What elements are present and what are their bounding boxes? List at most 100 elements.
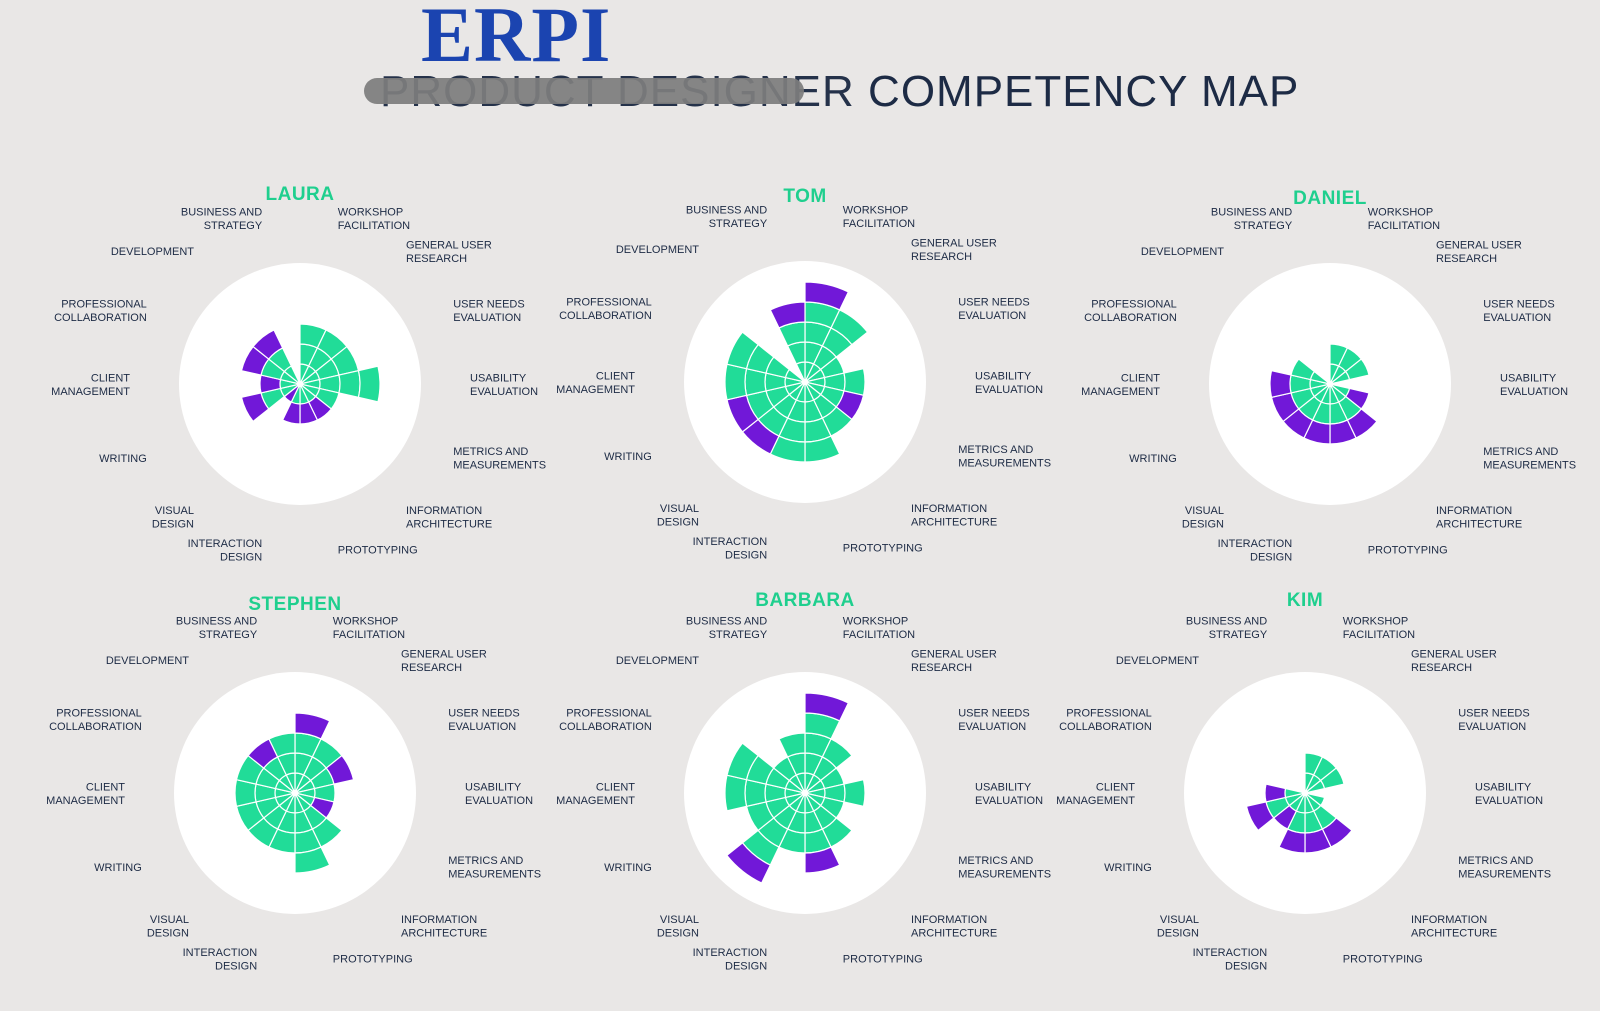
category-label: USABILITY EVALUATION: [470, 372, 538, 398]
category-label: INFORMATION ARCHITECTURE: [911, 503, 997, 529]
chart-title: TOM: [783, 186, 826, 207]
segment-gap: [1278, 828, 1306, 854]
category-label: PROTOTYPING: [1343, 954, 1423, 966]
chart-center: [1301, 789, 1309, 797]
segment-gap: [252, 329, 284, 360]
category-label: PROTOTYPING: [1368, 545, 1448, 557]
chart-center: [801, 378, 809, 386]
category-label: WRITING: [94, 862, 142, 874]
category-label: DEVELOPMENT: [1141, 246, 1224, 258]
competency-chart-kim: KIM WORKSHOP FACILITATION GENERAL USER RESEA…: [1056, 590, 1551, 973]
category-label: METRICS AND MEASUREMENTS: [453, 446, 546, 472]
category-label: METRICS AND MEASUREMENTS: [448, 855, 541, 881]
category-label: PROFESSIONAL COLLABORATION: [1084, 299, 1177, 325]
category-label: INFORMATION ARCHITECTURE: [1411, 914, 1497, 940]
category-label: USABILITY EVALUATION: [465, 781, 533, 807]
category-label: INTERACTION DESIGN: [1193, 947, 1268, 973]
category-label: USER NEEDS EVALUATION: [448, 708, 520, 734]
category-label: CLIENT MANAGEMENT: [556, 370, 635, 396]
category-label: WRITING: [1104, 862, 1152, 874]
chart-title: BARBARA: [755, 590, 855, 611]
category-label: INTERACTION DESIGN: [1218, 538, 1293, 564]
category-label: WRITING: [604, 451, 652, 463]
category-label: WRITING: [99, 453, 147, 465]
segment-current: [843, 778, 866, 808]
erpi-logo: ERPI: [421, 0, 612, 78]
category-label: USER NEEDS EVALUATION: [453, 299, 525, 325]
category-label: INTERACTION DESIGN: [693, 536, 768, 562]
category-label: PROFESSIONAL COLLABORATION: [559, 708, 652, 734]
category-label: INFORMATION ARCHITECTURE: [406, 505, 492, 531]
segment-current: [1319, 767, 1345, 790]
category-label: VISUAL DESIGN: [657, 914, 699, 940]
category-label: BUSINESS AND STRATEGY: [176, 616, 258, 642]
segment-current: [830, 309, 869, 346]
category-label: WORKSHOP FACILITATION: [1368, 207, 1440, 233]
segment-gap: [1245, 801, 1275, 832]
category-label: USABILITY EVALUATION: [975, 370, 1043, 396]
category-label: USER NEEDS EVALUATION: [1483, 299, 1555, 325]
segment-current: [268, 732, 296, 758]
category-label: USER NEEDS EVALUATION: [958, 708, 1030, 734]
category-label: METRICS AND MEASUREMENTS: [958, 444, 1051, 470]
category-label: WORKSHOP FACILITATION: [338, 207, 410, 233]
category-label: PROTOTYPING: [338, 545, 418, 557]
category-label: CLIENT MANAGEMENT: [556, 781, 635, 807]
category-label: METRICS AND MEASUREMENTS: [1458, 855, 1551, 881]
category-label: DEVELOPMENT: [106, 655, 189, 667]
category-label: BUSINESS AND STRATEGY: [181, 207, 263, 233]
competency-chart-tom: TOM WORKSHOP FACILITATION GENERAL USER RESEA…: [556, 186, 1051, 562]
category-label: PROFESSIONAL COLLABORATION: [559, 297, 652, 323]
segment-gap: [325, 754, 355, 785]
category-label: CLIENT MANAGEMENT: [1081, 372, 1160, 398]
segment-gap: [1264, 783, 1287, 803]
category-label: USABILITY EVALUATION: [1500, 372, 1568, 398]
category-label: GENERAL USER RESEARCH: [401, 648, 487, 674]
category-label: PROTOTYPING: [333, 954, 413, 966]
category-label: VISUAL DESIGN: [657, 503, 699, 529]
category-label: PROTOTYPING: [843, 543, 923, 555]
segment-current: [1290, 358, 1316, 381]
segment-current: [1344, 358, 1370, 381]
segment-gap: [1269, 369, 1292, 399]
segment-gap: [240, 392, 270, 423]
competency-chart-barbara: BARBARA WORKSHOP FACILITATION GENERAL USER R…: [556, 590, 1051, 973]
category-label: DEVELOPMENT: [1116, 655, 1199, 667]
category-label: DEVELOPMENT: [616, 655, 699, 667]
segment-current: [724, 363, 748, 401]
category-label: VISUAL DESIGN: [1157, 914, 1199, 940]
category-label: VISUAL DESIGN: [147, 914, 189, 940]
segment-current: [338, 369, 361, 399]
category-label: WRITING: [1129, 453, 1177, 465]
category-label: WORKSHOP FACILITATION: [843, 205, 915, 231]
category-label: CLIENT MANAGEMENT: [46, 781, 125, 807]
segment-current: [821, 738, 853, 769]
category-label: PROFESSIONAL COLLABORATION: [49, 708, 142, 734]
category-label: GENERAL USER RESEARCH: [911, 237, 997, 262]
category-label: DEVELOPMENT: [616, 244, 699, 256]
segment-gap: [804, 692, 850, 722]
category-label: GENERAL USER RESEARCH: [406, 239, 492, 264]
category-label: WRITING: [604, 862, 652, 874]
category-label: METRICS AND MEASUREMENTS: [1483, 446, 1576, 472]
category-label: WORKSHOP FACILITATION: [1343, 616, 1415, 642]
title-main-text: COMPETENCY MAP: [868, 67, 1300, 116]
segment-gap: [769, 301, 806, 329]
category-label: PROTOTYPING: [843, 954, 923, 966]
category-label: INFORMATION ARCHITECTURE: [401, 914, 487, 940]
chart-center: [1326, 380, 1334, 388]
segment-current: [357, 365, 381, 403]
category-label: BUSINESS AND STRATEGY: [1211, 207, 1293, 233]
category-label: INTERACTION DESIGN: [183, 947, 258, 973]
category-label: GENERAL USER RESEARCH: [1411, 648, 1497, 674]
chart-center: [801, 789, 809, 797]
category-label: BUSINESS AND STRATEGY: [1186, 616, 1268, 642]
segment-current: [726, 742, 759, 781]
category-label: VISUAL DESIGN: [1182, 505, 1224, 531]
chart-center: [296, 380, 304, 388]
category-label: PROFESSIONAL COLLABORATION: [54, 299, 147, 325]
chart-center: [291, 789, 299, 797]
segment-gap: [804, 281, 850, 311]
